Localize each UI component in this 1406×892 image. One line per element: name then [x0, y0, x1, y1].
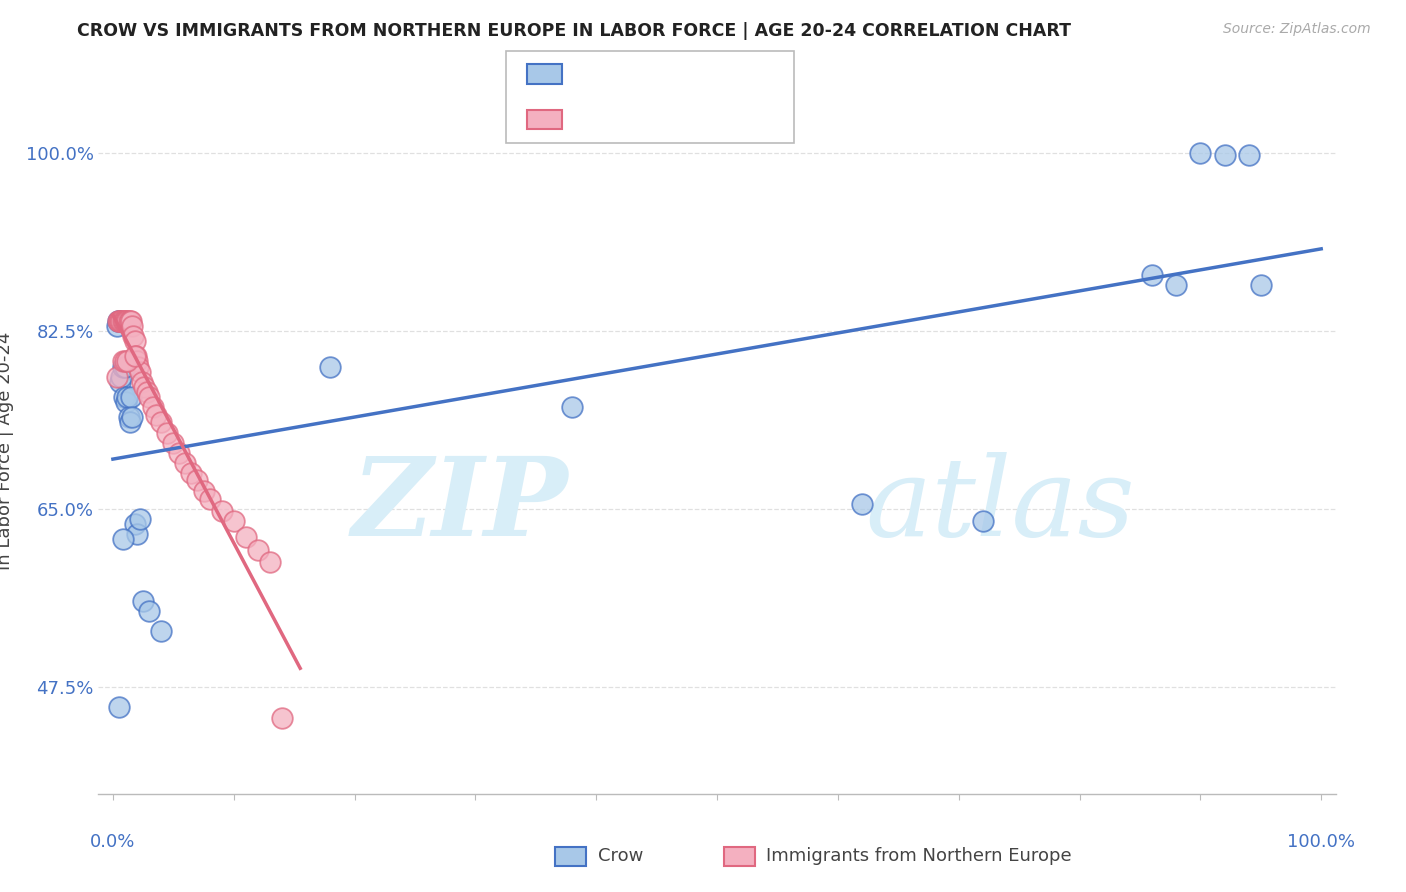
Point [150, 416, 173, 430]
Point [114, 314, 136, 328]
Point [127, 354, 149, 368]
Point [111, 533, 134, 547]
Point [186, 474, 208, 488]
Point [1237, 148, 1260, 162]
Point [115, 395, 138, 409]
Point [114, 359, 136, 374]
Point [120, 314, 142, 328]
Point [138, 604, 160, 618]
Point [174, 456, 197, 470]
Point [117, 314, 139, 328]
Point [131, 375, 153, 389]
Point [120, 390, 142, 404]
Point [108, 314, 131, 328]
Point [1140, 268, 1163, 282]
Point [138, 390, 160, 404]
Point [118, 314, 141, 328]
Text: N =: N = [672, 111, 724, 128]
Text: 100.0%: 100.0% [1288, 833, 1355, 851]
Point [110, 369, 132, 384]
Text: Crow: Crow [598, 847, 643, 865]
Point [117, 314, 139, 328]
Point [108, 700, 131, 714]
Text: CROW VS IMMIGRANTS FROM NORTHERN EUROPE IN LABOR FORCE | AGE 20-24 CORRELATION C: CROW VS IMMIGRANTS FROM NORTHERN EUROPE … [77, 22, 1071, 40]
Point [111, 359, 134, 374]
Point [117, 390, 139, 404]
Point [110, 314, 132, 328]
Point [105, 318, 128, 333]
Text: atlas: atlas [866, 451, 1135, 559]
Point [127, 527, 149, 541]
Point [117, 354, 139, 368]
Point [198, 491, 221, 506]
Point [125, 349, 148, 363]
Point [107, 314, 129, 328]
Point [132, 593, 155, 607]
Text: 0.566: 0.566 [616, 111, 672, 128]
Text: 32: 32 [723, 65, 748, 83]
Text: ZIP: ZIP [352, 451, 568, 559]
Point [124, 517, 146, 532]
Text: N =: N = [672, 65, 724, 83]
Y-axis label: In Labor Force | Age 20-24: In Labor Force | Age 20-24 [0, 331, 14, 570]
Point [1189, 145, 1212, 160]
Text: 0.0%: 0.0% [90, 833, 135, 851]
Point [222, 514, 245, 528]
Point [115, 314, 138, 328]
Point [193, 483, 215, 498]
Text: Source: ZipAtlas.com: Source: ZipAtlas.com [1223, 22, 1371, 37]
Text: 0.290: 0.290 [616, 65, 672, 83]
Point [1166, 278, 1188, 293]
Point [111, 314, 134, 328]
Point [162, 435, 184, 450]
Point [1250, 278, 1272, 293]
Point [111, 354, 134, 368]
Point [108, 314, 131, 328]
Point [561, 401, 583, 415]
Point [145, 409, 167, 423]
Point [972, 514, 994, 528]
Point [1213, 148, 1236, 162]
Point [246, 542, 269, 557]
Point [127, 359, 149, 374]
Point [124, 349, 146, 363]
Point [169, 446, 191, 460]
Point [259, 555, 281, 569]
Point [128, 512, 150, 526]
Point [121, 318, 143, 333]
Point [124, 334, 146, 348]
Point [108, 314, 131, 328]
Point [134, 380, 156, 394]
Point [107, 314, 129, 328]
Point [112, 390, 135, 404]
Text: R =: R = [576, 65, 616, 83]
Point [271, 710, 294, 724]
Text: Immigrants from Northern Europe: Immigrants from Northern Europe [766, 847, 1071, 865]
Point [108, 375, 131, 389]
Point [319, 359, 342, 374]
Point [150, 624, 173, 638]
Point [121, 410, 143, 425]
Point [105, 369, 128, 384]
Point [851, 497, 873, 511]
Point [135, 384, 157, 399]
Point [211, 504, 233, 518]
Point [117, 410, 139, 425]
Point [128, 365, 150, 379]
Point [235, 531, 257, 545]
Point [122, 329, 145, 343]
Point [142, 401, 165, 415]
Point [118, 416, 141, 430]
Text: R =: R = [576, 111, 616, 128]
Point [112, 314, 135, 328]
Point [180, 467, 202, 481]
Point [156, 425, 179, 440]
Point [114, 354, 136, 368]
Text: 45: 45 [723, 111, 748, 128]
